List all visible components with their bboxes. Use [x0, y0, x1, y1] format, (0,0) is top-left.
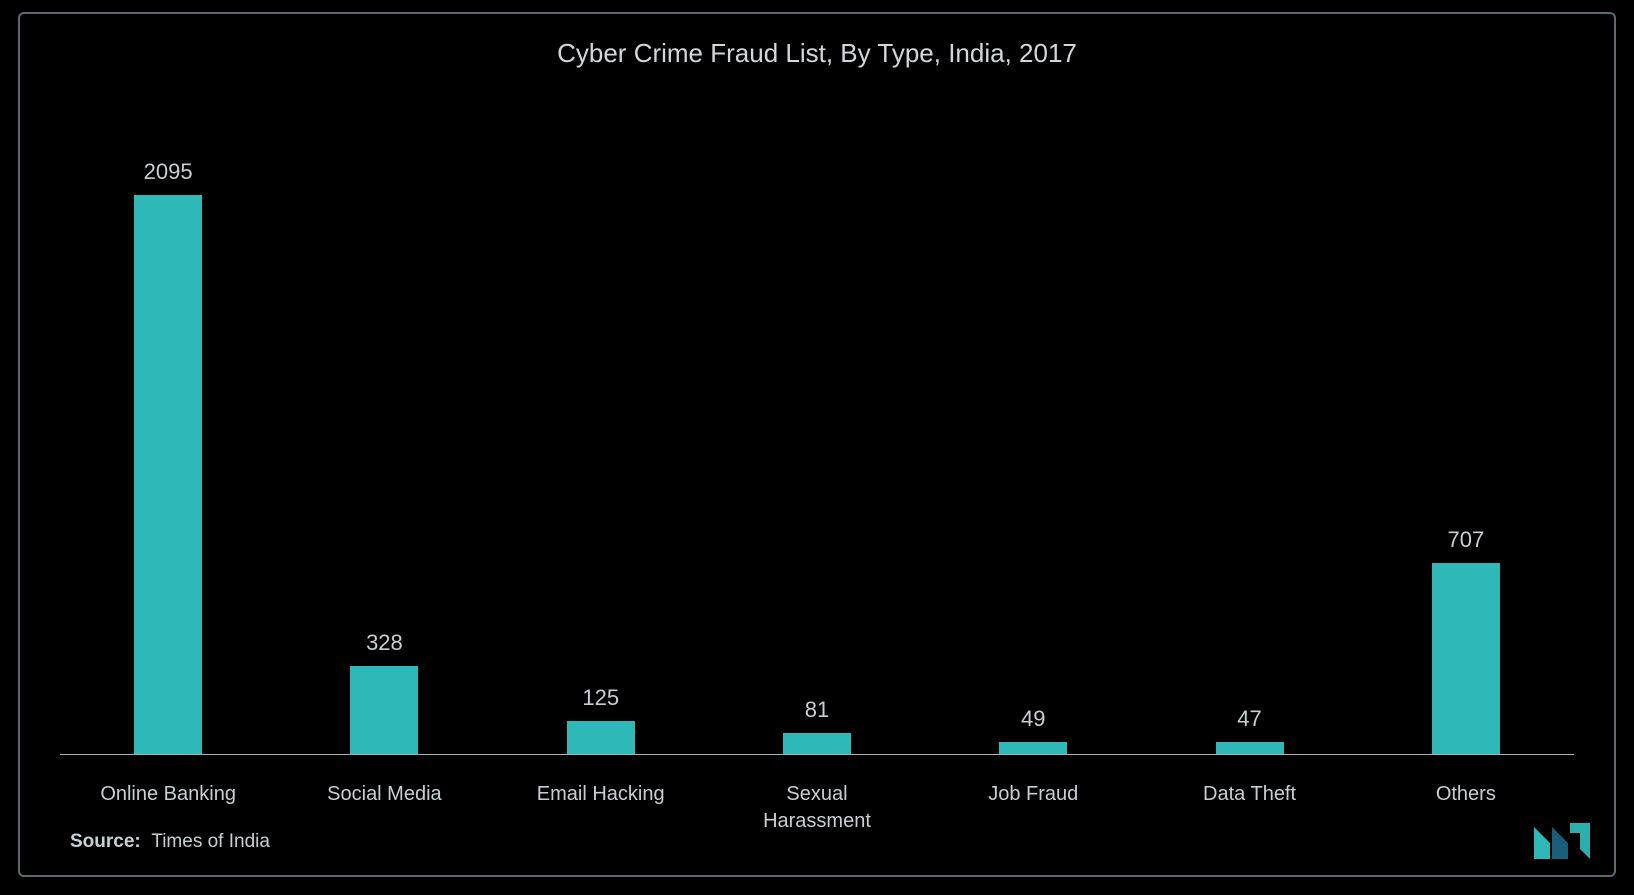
chart-frame: Cyber Crime Fraud List, By Type, India, …: [18, 12, 1616, 877]
bar-slot: 707: [1358, 159, 1574, 755]
category-label: Email Hacking: [493, 781, 709, 835]
source-attribution: Source: Times of India: [70, 831, 270, 853]
bar-rect: [134, 195, 202, 755]
bar-rect: [999, 742, 1067, 755]
bar-slot: 328: [276, 159, 492, 755]
bar-value-label: 707: [1447, 527, 1484, 553]
bar-value-label: 125: [582, 685, 619, 711]
bar-value-label: 49: [1021, 706, 1045, 732]
category-label: Online Banking: [60, 781, 276, 835]
bars-row: 2095 328 125 81 49 47 707: [60, 159, 1574, 755]
category-label: SexualHarassment: [709, 781, 925, 835]
bar-value-label: 328: [366, 630, 403, 656]
source-label: Source:: [70, 831, 141, 852]
category-label: Job Fraud: [925, 781, 1141, 835]
bar-rect: [350, 666, 418, 755]
x-axis-baseline: [60, 754, 1574, 755]
bar-slot: 2095: [60, 159, 276, 755]
bar-rect: [567, 721, 635, 755]
plot-region: 2095 328 125 81 49 47 707: [60, 159, 1574, 755]
bar-value-label: 81: [805, 697, 829, 723]
source-text: Times of India: [151, 831, 270, 852]
bar-slot: 47: [1141, 159, 1357, 755]
chart-title: Cyber Crime Fraud List, By Type, India, …: [20, 38, 1614, 69]
bar-slot: 81: [709, 159, 925, 755]
bar-rect: [783, 733, 851, 755]
bar-rect: [1432, 563, 1500, 755]
bar-slot: 125: [493, 159, 709, 755]
category-label: Social Media: [276, 781, 492, 835]
brand-logo-icon: [1532, 821, 1592, 861]
chart-area: 2095 328 125 81 49 47 707 Online BankingSocial…: [60, 79, 1574, 875]
bar-slot: 49: [925, 159, 1141, 755]
bar-value-label: 47: [1237, 706, 1261, 732]
bar-value-label: 2095: [144, 159, 193, 185]
category-label: Data Theft: [1141, 781, 1357, 835]
category-labels-row: Online BankingSocial MediaEmail HackingS…: [60, 781, 1574, 835]
